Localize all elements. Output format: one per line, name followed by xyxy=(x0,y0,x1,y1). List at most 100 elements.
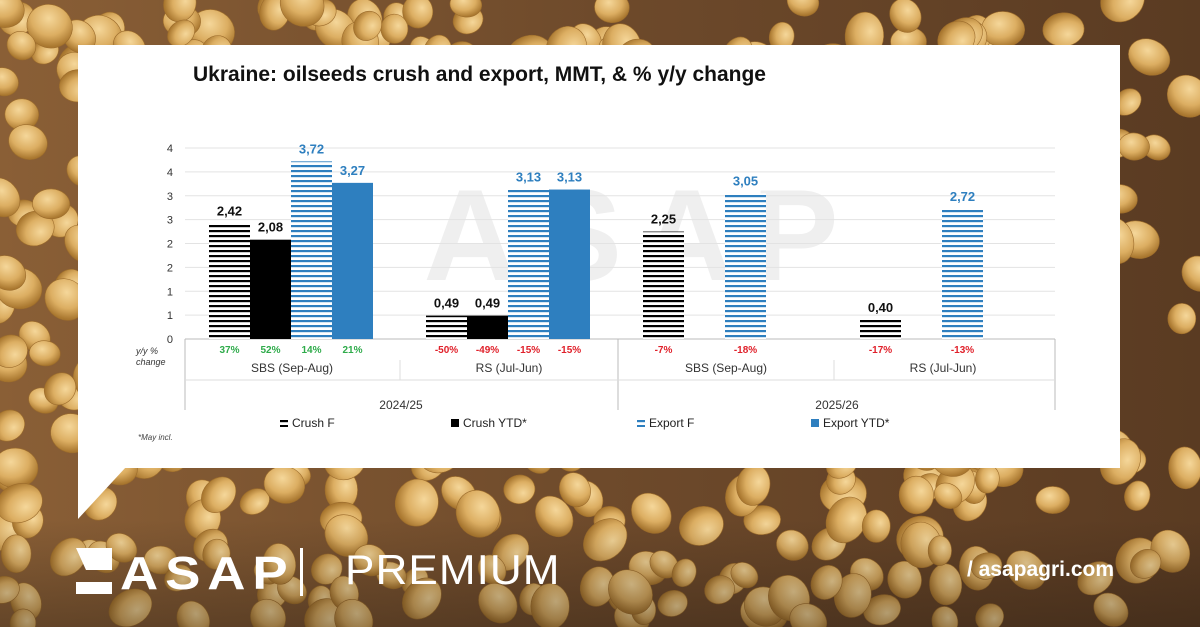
soybean xyxy=(26,4,73,49)
legend-swatch xyxy=(637,419,645,427)
soybean xyxy=(9,608,37,627)
brand-tier: PREMIUM xyxy=(345,546,561,593)
yoy-label: -13% xyxy=(951,345,974,356)
soybean xyxy=(608,569,653,615)
soybean xyxy=(1128,38,1171,76)
brand-site[interactable]: / asapagri.com xyxy=(966,558,1114,581)
soybean xyxy=(1077,561,1114,596)
soybean xyxy=(15,210,55,247)
watermark: ASAP xyxy=(423,162,856,308)
x-season-label: 2024/25 xyxy=(379,398,423,412)
bar xyxy=(942,209,983,339)
data-label: 3,05 xyxy=(733,173,758,188)
x-season-label: 2025/26 xyxy=(815,398,859,412)
soybean xyxy=(279,0,325,27)
bar xyxy=(643,231,684,339)
data-label: 2,25 xyxy=(651,212,676,227)
bar xyxy=(426,315,467,339)
data-label: 3,13 xyxy=(557,170,582,185)
y-axis-ticks: 0 1 1 2 2 3 3 4 4 xyxy=(167,143,173,346)
soybean xyxy=(671,558,697,588)
bar xyxy=(725,193,766,339)
soybean xyxy=(402,0,434,29)
bar xyxy=(549,189,590,339)
yoy-label: 21% xyxy=(342,345,362,356)
soybean xyxy=(0,0,25,28)
data-label: 2,42 xyxy=(217,203,242,218)
soybean xyxy=(449,0,483,18)
yoy-label: -17% xyxy=(869,345,892,356)
soybean xyxy=(503,474,536,505)
soybean xyxy=(6,30,37,61)
yoy-axis-label: y/y % change xyxy=(135,346,166,367)
soybean xyxy=(478,583,518,624)
soybean xyxy=(927,535,952,566)
soybean xyxy=(559,472,591,508)
soybean xyxy=(0,334,28,368)
bar xyxy=(467,315,508,339)
soybean xyxy=(0,575,20,604)
y-tick-label: 1 xyxy=(167,286,173,298)
data-label: 3,27 xyxy=(340,163,365,178)
soybean xyxy=(50,537,87,577)
soybean xyxy=(0,483,43,524)
soybean xyxy=(1130,549,1162,579)
soybean xyxy=(704,575,735,605)
soybean xyxy=(810,565,843,600)
y-tick-label: 0 xyxy=(167,334,173,346)
soybean xyxy=(8,124,48,160)
brand-bar xyxy=(0,520,1200,627)
soybean xyxy=(934,482,963,509)
soybean xyxy=(1035,486,1070,514)
soybean xyxy=(0,534,32,574)
yoy-label: -50% xyxy=(435,345,458,356)
soybean xyxy=(262,543,297,585)
yoy-label: -7% xyxy=(655,345,673,356)
soybean xyxy=(898,475,934,515)
legend-swatch xyxy=(811,419,819,427)
soybean xyxy=(1168,446,1200,490)
yoy-label: -15% xyxy=(558,345,581,356)
soybean xyxy=(530,583,570,627)
soybean xyxy=(164,564,193,592)
bars: 2,42 37% 2,08 52% 3,72 14% 3,27 21% 0,49 -50% 0,49… xyxy=(209,141,983,356)
x-category-label: RS (Jul-Jun) xyxy=(476,361,543,375)
soybean xyxy=(43,372,77,406)
soybean xyxy=(0,409,25,442)
data-label: 0,40 xyxy=(868,300,893,315)
y-tick-label: 3 xyxy=(167,191,173,203)
soybean xyxy=(353,10,382,41)
soybean xyxy=(143,545,178,575)
legend-label: Crush F xyxy=(292,416,335,430)
soybean xyxy=(657,590,688,617)
legend-label: Crush YTD* xyxy=(463,416,527,430)
soybean xyxy=(789,603,828,627)
soybean xyxy=(402,577,442,620)
yoy-label: 14% xyxy=(301,345,321,356)
bar xyxy=(209,223,250,339)
soybean xyxy=(730,562,759,589)
soybean xyxy=(353,544,388,577)
soybean xyxy=(176,600,210,627)
y-tick-label: 4 xyxy=(167,167,173,179)
soybean xyxy=(1166,74,1200,118)
soybean xyxy=(1006,550,1046,590)
soybean xyxy=(863,594,901,626)
x-category-label: SBS (Sep-Aug) xyxy=(685,361,767,375)
soybean xyxy=(1093,592,1129,627)
y-tick-label: 4 xyxy=(167,143,173,155)
soybean xyxy=(202,538,231,570)
soybean xyxy=(583,518,628,562)
soybean xyxy=(167,19,196,47)
soybean xyxy=(1124,480,1151,511)
x-category-label: RS (Jul-Jun) xyxy=(910,361,977,375)
soybean xyxy=(394,478,439,527)
asap-logo-icon xyxy=(76,548,112,594)
y-tick-label: 3 xyxy=(167,215,173,227)
soybean xyxy=(594,0,630,23)
yoy-label: -15% xyxy=(517,345,540,356)
y-tick-label: 2 xyxy=(167,239,173,251)
soybean xyxy=(970,552,1003,580)
soybean xyxy=(32,188,71,220)
soybean xyxy=(975,603,1004,627)
